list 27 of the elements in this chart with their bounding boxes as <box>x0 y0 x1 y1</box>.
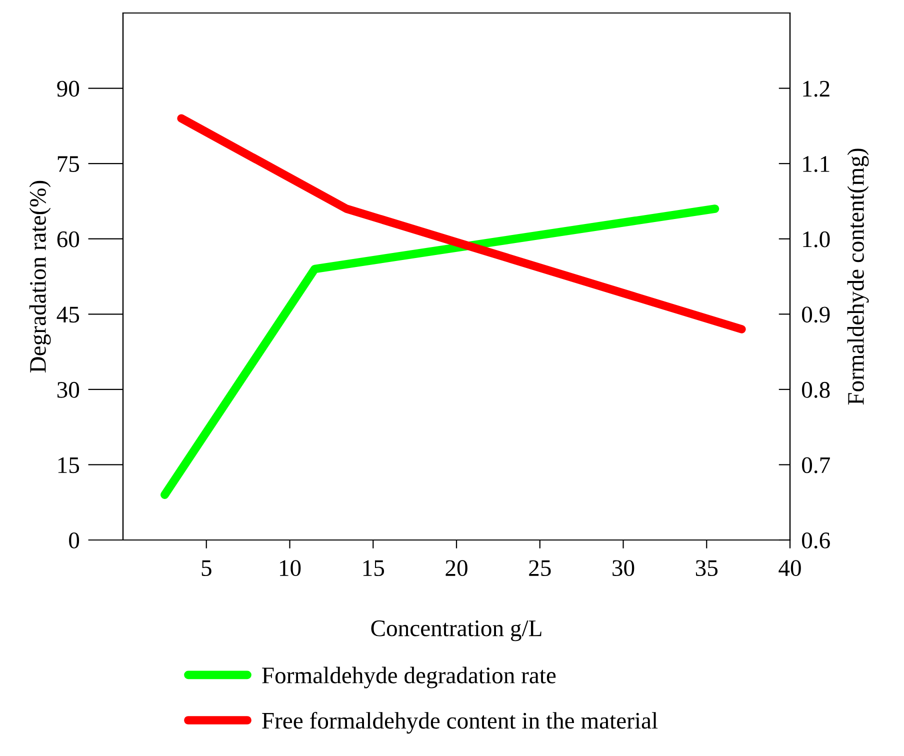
x-tick-label: 35 <box>696 560 718 576</box>
y2-tick-label: 1.1 <box>803 156 830 172</box>
y2-tick-label: 0.8 <box>802 382 830 398</box>
legend-label: Free formaldehyde content in the material <box>262 712 658 734</box>
x-axis-title: Concentration g/L <box>371 620 542 642</box>
y-tick-label: 45 <box>56 306 80 323</box>
y2-tick-label: 0.6 <box>802 532 830 549</box>
y-tick-label: 30 <box>57 382 80 398</box>
y2-tick-label: 1.2 <box>803 80 830 97</box>
x-tick-label: 5 <box>202 560 212 576</box>
y-tick-label: 75 <box>58 156 80 172</box>
x-tick-label: 40 <box>778 560 801 576</box>
y-tick-label: 0 <box>69 532 80 548</box>
x-tick-label: 20 <box>446 560 468 576</box>
y2-tick-label: 0.7 <box>802 457 830 474</box>
y2-tick-label: 1.0 <box>803 231 830 248</box>
legend-label: Formaldehyde degradation rate <box>262 666 556 688</box>
y-tick-label: 15 <box>58 457 80 474</box>
y-tick-label: 60 <box>57 231 80 248</box>
x-tick-label: 15 <box>363 560 384 576</box>
y-axis-title: Degradation rate(%) <box>29 180 51 373</box>
x-tick-label: 30 <box>612 560 634 576</box>
x-tick-label: 10 <box>280 560 301 576</box>
y2-axis-title: Formaldehyde content(mg) <box>847 148 869 405</box>
x-tick-label: 25 <box>529 560 551 576</box>
y-tick-label: 90 <box>57 80 80 97</box>
y2-tick-label: 0.9 <box>802 306 830 323</box>
